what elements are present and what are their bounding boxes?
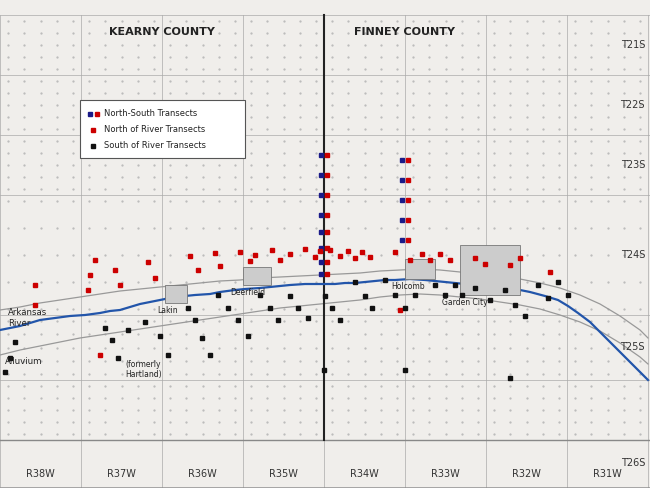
Text: R34W: R34W: [350, 469, 378, 479]
Text: R38W: R38W: [25, 469, 55, 479]
Text: T21S: T21S: [621, 40, 645, 50]
Text: Deerfield: Deerfield: [231, 288, 266, 297]
Text: T22S: T22S: [621, 100, 645, 110]
Bar: [165, 285, 187, 303]
Text: North of River Transects: North of River Transects: [104, 125, 205, 135]
Bar: [80, 100, 245, 158]
Text: T23S: T23S: [621, 160, 645, 170]
Bar: [243, 267, 271, 285]
Text: Arkansas
River: Arkansas River: [8, 308, 47, 328]
Text: KEARNY COUNTY: KEARNY COUNTY: [109, 27, 215, 37]
Text: (formerly
Hartland): (formerly Hartland): [125, 360, 162, 379]
Text: North-South Transects: North-South Transects: [104, 109, 197, 119]
Text: Alluvium: Alluvium: [5, 358, 42, 366]
Text: Holcomb: Holcomb: [391, 282, 425, 291]
Text: South of River Transects: South of River Transects: [104, 142, 206, 150]
Text: R35W: R35W: [268, 469, 298, 479]
Text: R36W: R36W: [188, 469, 216, 479]
Text: T24S: T24S: [621, 250, 645, 260]
Text: R33W: R33W: [430, 469, 460, 479]
Text: R37W: R37W: [107, 469, 135, 479]
Bar: [405, 259, 435, 279]
Bar: [460, 245, 520, 295]
Text: R32W: R32W: [512, 469, 540, 479]
Text: FINNEY COUNTY: FINNEY COUNTY: [354, 27, 456, 37]
Text: R31W: R31W: [593, 469, 621, 479]
Text: T25S: T25S: [621, 342, 645, 352]
Text: Lakin: Lakin: [158, 306, 178, 315]
Text: T26S: T26S: [621, 458, 645, 468]
Text: Garden City: Garden City: [442, 298, 488, 307]
